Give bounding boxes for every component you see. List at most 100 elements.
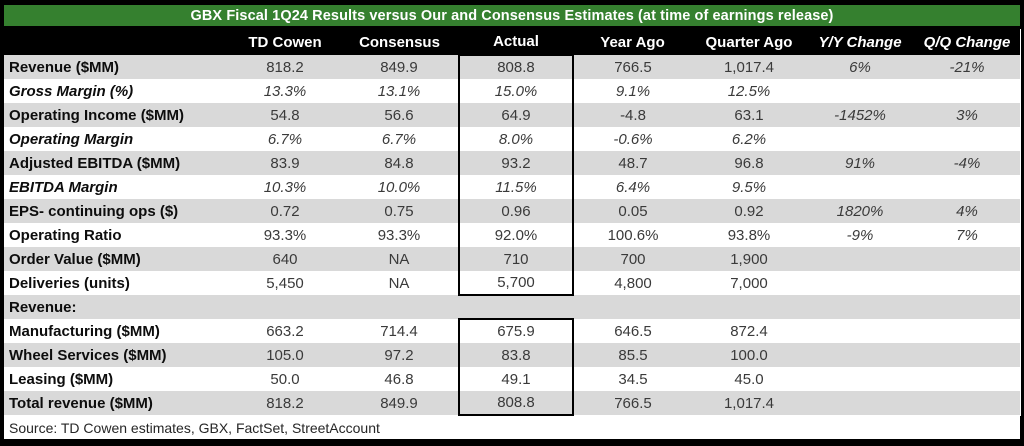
results-table-sheet: TD Cowen Consensus Actual Year Ago Quarter A… [4, 29, 1021, 439]
cell: 700 [620, 250, 646, 268]
row-label: Operating Ratio [9, 226, 122, 244]
cell: 0.72 [270, 202, 300, 220]
cell: 15.0% [458, 79, 574, 103]
cell: 0.92 [734, 202, 764, 220]
table-row: Total revenue ($MM) 818.2 849.9 808.8 766.5 1… [4, 391, 1020, 416]
cell: 849.9 [380, 394, 418, 412]
cell: 1,900 [730, 250, 768, 268]
cell: 13.3% [263, 82, 307, 100]
cell: 710 [458, 247, 574, 271]
cell: 54.8 [270, 106, 300, 124]
cell [806, 319, 914, 343]
table-row: EPS- continuing ops ($) 0.72 0.75 0.96 0.05 0… [4, 199, 1020, 223]
table-row: Operating Income ($MM) 54.8 56.6 64.9 -4.8 63… [4, 103, 1020, 127]
cell: -4% [953, 154, 981, 172]
cell: 45.0 [734, 370, 764, 388]
row-label: Revenue ($MM) [9, 58, 120, 76]
cell: 83.8 [458, 343, 574, 367]
cell: -0.6% [613, 130, 653, 148]
cell [914, 247, 1020, 271]
cell: 1,017.4 [723, 394, 775, 412]
cell: 100.6% [607, 226, 659, 244]
row-label: Adjusted EBITDA ($MM) [9, 154, 181, 172]
cell: 808.8 [458, 54, 574, 79]
cell [914, 127, 1020, 151]
source-note: Source: TD Cowen estimates, GBX, FactSet… [4, 416, 1020, 439]
cell: 872.4 [730, 322, 768, 340]
cell: 766.5 [614, 394, 652, 412]
row-label: EPS- continuing ops ($) [9, 202, 179, 220]
row-label: EBITDA Margin [9, 178, 118, 196]
section-row: Revenue: [4, 295, 1020, 319]
cell [230, 295, 340, 319]
cell: -1452% [834, 106, 886, 124]
row-label: Gross Margin (%) [9, 82, 134, 100]
cell: 640 [272, 250, 298, 268]
cell: 663.2 [266, 322, 304, 340]
cell: 9.5% [731, 178, 767, 196]
cell: 1820% [836, 202, 884, 220]
table-row: EBITDA Margin 10.3% 10.0% 11.5% 6.4% 9.5% [4, 175, 1020, 199]
cell: -21% [949, 58, 985, 76]
cell [806, 79, 914, 103]
cell: 100.0 [730, 346, 768, 364]
table-row: Wheel Services ($MM) 105.0 97.2 83.8 85.5 100… [4, 343, 1020, 367]
cell: 93.3% [263, 226, 307, 244]
cell: 1,017.4 [723, 58, 775, 76]
cell: 714.4 [380, 322, 418, 340]
header-row: TD Cowen Consensus Actual Year Ago Quarter A… [4, 29, 1020, 55]
cell: 0.96 [458, 199, 574, 223]
cell: 56.6 [384, 106, 414, 124]
cell: 63.1 [734, 106, 764, 124]
cell [806, 175, 914, 199]
column-header: Q/Q Change [923, 33, 1011, 51]
row-label: Order Value ($MM) [9, 250, 141, 268]
cell: 93.2 [458, 151, 574, 175]
cell: 6.4% [615, 178, 651, 196]
table-row: Deliveries (units) 5,450 NA 5,700 4,800 7,000 [4, 271, 1020, 296]
cell: 8.0% [458, 127, 574, 151]
cell [914, 79, 1020, 103]
results-table: TD Cowen Consensus Actual Year Ago Quarter A… [4, 29, 1021, 416]
cell: 0.75 [384, 202, 414, 220]
cell [806, 271, 914, 295]
cell [806, 295, 914, 319]
cell [914, 175, 1020, 199]
corner-header [4, 29, 230, 55]
cell: NA [388, 250, 410, 268]
cell [914, 343, 1020, 367]
table-body: Revenue ($MM) 818.2 849.9 808.8 766.5 1,017.4… [4, 54, 1020, 416]
cell: 13.1% [377, 82, 421, 100]
cell [340, 295, 459, 319]
cell: 3% [956, 106, 978, 124]
cell: NA [388, 274, 410, 292]
cell: 84.8 [384, 154, 414, 172]
cell [806, 343, 914, 367]
cell [806, 391, 914, 415]
cell: 675.9 [458, 318, 574, 343]
cell: 91% [844, 154, 876, 172]
cell: 93.8% [727, 226, 771, 244]
cell: 83.9 [270, 154, 300, 172]
cell: 49.1 [458, 367, 574, 391]
column-header: TD Cowen [248, 33, 322, 51]
table-row: Operating Ratio 93.3% 93.3% 92.0% 100.6% 93.8… [4, 223, 1020, 247]
row-label: Wheel Services ($MM) [9, 346, 167, 364]
cell [914, 367, 1020, 391]
cell: 5,700 [458, 271, 574, 296]
cell: 93.3% [377, 226, 421, 244]
table-row: Revenue ($MM) 818.2 849.9 808.8 766.5 1,017.4… [4, 54, 1020, 79]
cell: 105.0 [266, 346, 304, 364]
row-label: Operating Margin [9, 130, 134, 148]
cell [692, 295, 806, 319]
row-label: Operating Income ($MM) [9, 106, 185, 124]
column-header: Consensus [359, 33, 440, 51]
cell: 10.0% [377, 178, 421, 196]
cell: 97.2 [384, 346, 414, 364]
table-title: GBX Fiscal 1Q24 Results versus Our and C… [4, 5, 1020, 26]
cell: 6.7% [381, 130, 417, 148]
cell: 818.2 [266, 58, 304, 76]
cell: 50.0 [270, 370, 300, 388]
table-row: Order Value ($MM) 640 NA 710 700 1,900 [4, 247, 1020, 271]
cell: 4% [956, 202, 978, 220]
